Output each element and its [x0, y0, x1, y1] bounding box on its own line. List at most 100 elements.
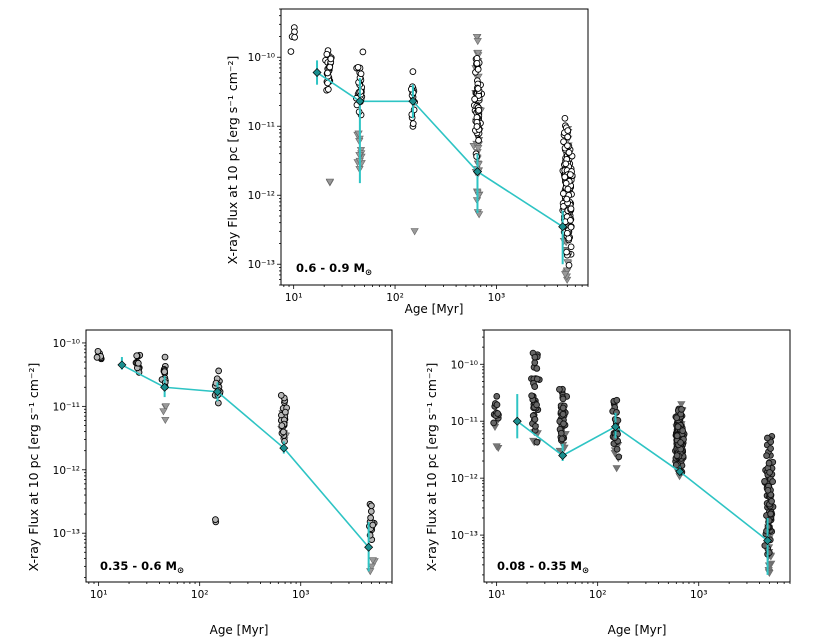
panel-bottom-right-y-tick-label: 10⁻¹³: [451, 530, 478, 542]
panel-top-data-point: [563, 195, 571, 203]
panel-top-data-point: [354, 63, 362, 71]
panel-bottom-left-data-point: [161, 353, 169, 361]
panel-bottom-right-data-point: [673, 452, 681, 459]
panel-top-upper-limit-marker: [561, 271, 570, 279]
panel-top-data-point: [567, 171, 574, 178]
panel-bottom-left-plot-area: [93, 347, 379, 576]
panel-bottom-right-data-point: [767, 445, 774, 452]
panel-top-x-tick-label: 10²: [386, 292, 404, 304]
panel-bottom-right-data-point: [766, 469, 773, 476]
panel-bottom-left-mass-label: 0.35 - 0.6 M⊙: [100, 559, 184, 576]
panel-bottom-right-data-point: [528, 392, 535, 400]
panel-top-data-point: [567, 223, 575, 231]
panel-bottom-left-upper-limit-marker: [368, 557, 377, 565]
panel-top-data-point: [563, 248, 570, 256]
panel-bottom-right-data-point: [532, 422, 539, 430]
panel-bottom-left-data-point: [369, 521, 377, 529]
panel-top-data-point: [473, 60, 481, 67]
panel-bottom-right-data-point: [679, 427, 687, 435]
panel-top-mass-label-subscript: ⊙: [365, 268, 372, 278]
panel-bottom-right-trend-marker: [763, 536, 773, 546]
panel-bottom-right-y-tick-label: 10⁻¹⁰: [451, 359, 478, 371]
panel-bottom-left-x-tick-label: 10²: [191, 589, 209, 601]
panel-bottom-left-data-point: [133, 352, 141, 360]
panel-bottom-right-trend-marker: [675, 467, 685, 477]
panel-top-data-point: [327, 55, 335, 63]
panel-top-data-point: [324, 86, 332, 93]
panel-bottom-right-data-point: [531, 359, 539, 366]
panel-bottom-left-upper-limit-marker: [161, 403, 171, 411]
panel-bottom-left-mass-label-subscript: ⊙: [177, 566, 184, 576]
panel-top-upper-limit-marker: [325, 178, 334, 186]
panel-top-data-point: [291, 33, 298, 41]
panel-bottom-left-upper-limit-marker: [159, 408, 168, 416]
panel-top-trend-marker: [355, 96, 365, 106]
panel-top-plot-area: [287, 24, 576, 284]
panel-top-upper-limit-marker: [474, 211, 484, 219]
panel-bottom-right-plot-area: [490, 349, 777, 578]
panel-bottom-right-x-tick-label: 10²: [589, 589, 607, 601]
panel-bottom-right-data-point: [559, 395, 567, 403]
panel-bottom-left-mass-label-text: 0.35 - 0.6 M: [100, 559, 177, 573]
panel-bottom-right-data-point: [533, 401, 540, 409]
panel-top-upper-limit-marker: [473, 49, 483, 57]
panel-top-x-tick-label: 10³: [488, 292, 506, 304]
panel-top-trend-marker: [472, 167, 482, 177]
panel-bottom-left-data-point: [215, 367, 222, 375]
panel-bottom-right-trend-marker: [610, 422, 620, 432]
panel-top-data-point: [562, 160, 570, 168]
panel-top-y-tick-label: 10⁻¹¹: [248, 121, 275, 133]
panel-top-trend-marker: [558, 222, 568, 232]
panel-bottom-right-x-tick-label: 10³: [690, 589, 708, 601]
panel-top-upper-limit-marker: [474, 145, 483, 153]
panel-bottom-right-data-point: [533, 438, 541, 446]
panel-bottom-left-y-tick-label: 10⁻¹³: [53, 528, 80, 540]
panel-top-data-point: [359, 48, 367, 56]
panel-bottom-left-x-tick-label: 10¹: [90, 589, 108, 601]
panel-bottom-right-trend-marker: [558, 451, 568, 460]
panel-bottom-right-data-point: [674, 423, 682, 431]
panel-bottom-right-data-point: [531, 416, 539, 423]
panel-bottom-left-y-tick-label: 10⁻¹⁰: [53, 338, 80, 350]
panel-bottom-right-data-point: [557, 429, 565, 437]
panel-top-data-point: [564, 185, 572, 193]
panel-bottom-right-data-point: [613, 445, 621, 453]
panel-bottom-right-trend-line: [516, 420, 769, 542]
panel-bottom-left-plot-frame: [85, 329, 393, 583]
panel-bottom-right-ylabel: X-ray Flux at 10 pc [erg s⁻¹ cm⁻²]: [424, 363, 439, 572]
panel-bottom-right-data-point: [493, 401, 501, 409]
panel-bottom-left-data-point: [212, 516, 219, 523]
panel-bottom-right-xlabel: Age [Myr]: [608, 623, 667, 637]
panel-top-data-point: [473, 123, 481, 130]
panel-bottom-right-data-point: [494, 410, 502, 417]
panel-bottom-left-ylabel: X-ray Flux at 10 pc [erg s⁻¹ cm⁻²]: [26, 363, 41, 572]
panel-top-data-point: [357, 70, 365, 78]
panel-bottom-right-data-point: [533, 365, 541, 372]
panel-bottom-right-data-point: [673, 432, 681, 440]
panel-bottom-right-data-point: [764, 434, 771, 442]
panel-top-data-point: [565, 149, 573, 156]
panel-top-data-point: [565, 261, 573, 269]
panel-bottom-right-data-point: [490, 419, 497, 427]
panel-bottom-left-y-tick-label: 10⁻¹²: [53, 465, 80, 477]
panel-top-data-point: [563, 229, 571, 237]
panel-bottom-right-y-tick-label: 10⁻¹¹: [451, 416, 478, 428]
panel-top-upper-limit-marker: [473, 38, 482, 46]
panel-top-data-point: [567, 243, 575, 251]
panel-bottom-right-data-point: [533, 375, 541, 383]
panel-top-upper-limit-marker: [410, 228, 419, 236]
panel-top-data-point: [471, 95, 478, 103]
panel-bottom-right-x-tick-label: 10¹: [488, 589, 506, 601]
panel-top-ylabel: X-ray Flux at 10 pc [erg s⁻¹ cm⁻²]: [225, 56, 240, 265]
panel-bottom-left-xlabel: Age [Myr]: [210, 623, 269, 637]
panel-bottom-right-data-point: [767, 510, 774, 518]
panel-bottom-left-data-point: [134, 359, 142, 367]
panel-top-data-point: [409, 120, 417, 127]
panel-bottom-right-data-point: [615, 453, 623, 461]
panel-bottom-right-data-point: [765, 459, 773, 467]
panel-bottom-left-data-point: [367, 514, 374, 522]
panel-bottom-right-data-point: [531, 353, 539, 361]
panel-top-y-tick-label: 10⁻¹⁰: [248, 52, 275, 64]
panel-bottom-left-data-point: [278, 422, 286, 429]
panel-top-data-point: [560, 138, 567, 146]
